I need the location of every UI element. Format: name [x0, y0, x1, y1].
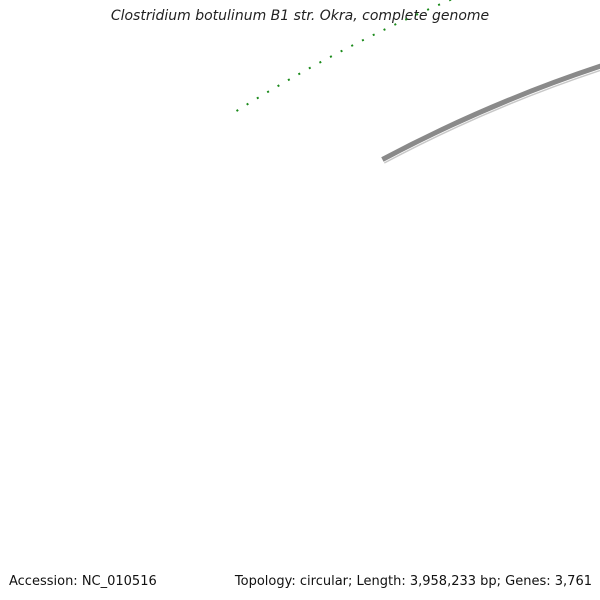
- map-title: Clostridium botulinum B1 str. Okra, comp…: [110, 8, 490, 24]
- accession-text: Accession: NC_010516: [9, 574, 157, 589]
- backbone-inner-arc: [383, 69, 600, 164]
- backbone: [381, 63, 600, 164]
- genome-summary: Topology: circular; Length: 3,958,233 bp…: [234, 574, 592, 589]
